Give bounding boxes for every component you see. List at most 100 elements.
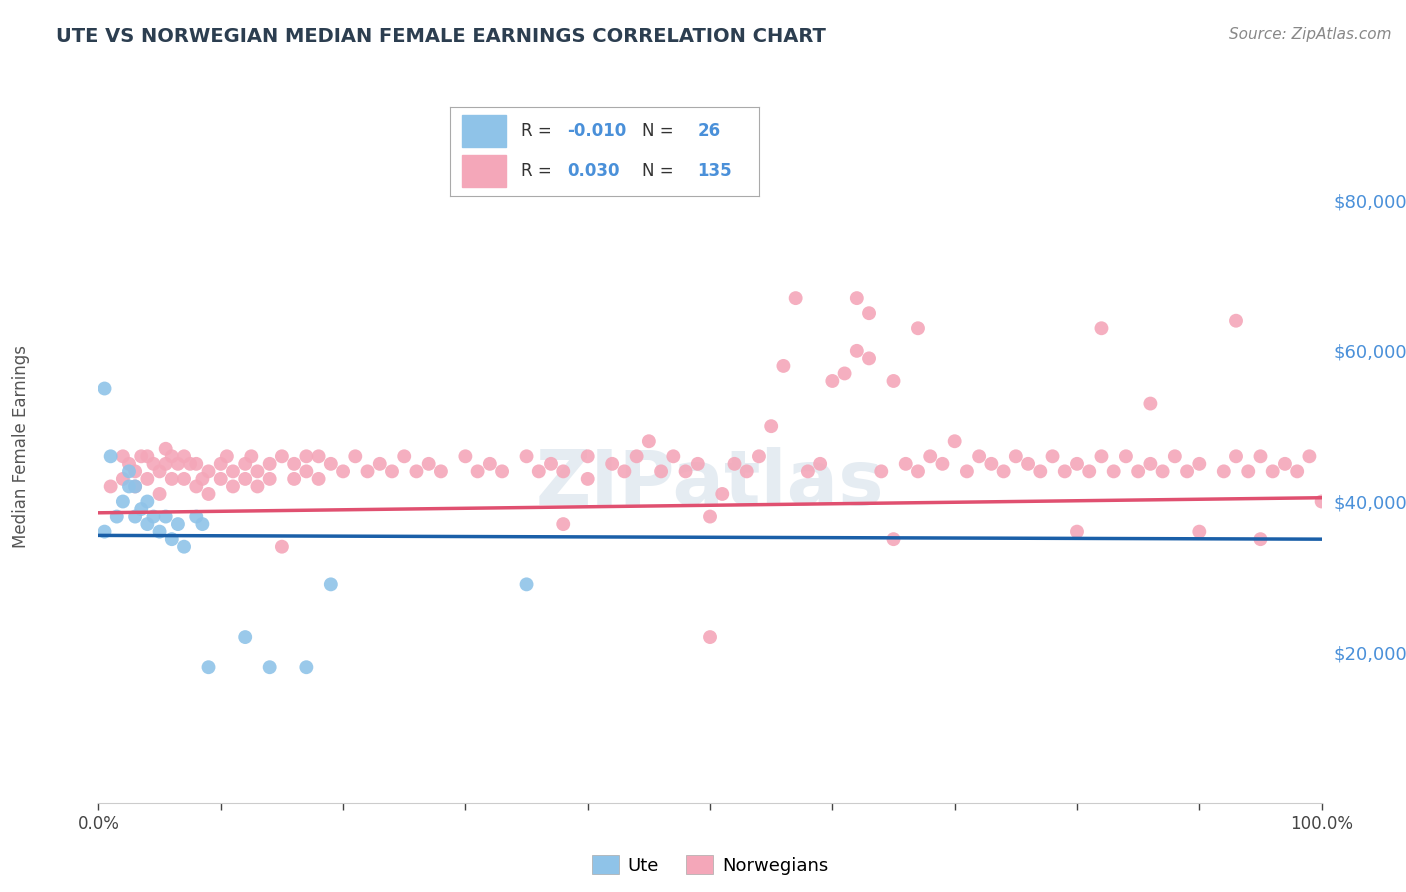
Point [907, 321, 929, 335]
Point [93, 524, 115, 539]
Point [136, 517, 159, 532]
Point [173, 450, 195, 464]
Point [821, 374, 844, 388]
Point [858, 306, 880, 320]
Point [1042, 450, 1064, 464]
Point [118, 457, 141, 471]
Point [1249, 450, 1271, 464]
Point [1274, 457, 1296, 471]
Text: Source: ZipAtlas.com: Source: ZipAtlas.com [1229, 27, 1392, 42]
Point [111, 494, 134, 508]
Point [1090, 321, 1112, 335]
Text: Median Female Earnings: Median Female Earnings [13, 344, 30, 548]
Point [430, 464, 453, 478]
Point [735, 464, 758, 478]
Point [870, 464, 893, 478]
Point [993, 464, 1015, 478]
Point [319, 457, 342, 471]
Point [167, 457, 190, 471]
Point [105, 509, 128, 524]
Point [675, 464, 697, 478]
Point [191, 472, 214, 486]
Point [980, 457, 1002, 471]
Point [454, 450, 477, 464]
Point [662, 450, 685, 464]
Point [283, 472, 305, 486]
Text: N =: N = [641, 122, 673, 140]
Point [1261, 464, 1284, 478]
Point [332, 464, 354, 478]
Point [295, 450, 318, 464]
Text: 26: 26 [697, 122, 720, 140]
Point [246, 479, 269, 493]
Point [600, 457, 623, 471]
Point [1128, 464, 1150, 478]
Point [124, 464, 146, 478]
Point [894, 457, 917, 471]
Point [845, 291, 868, 305]
Point [136, 472, 159, 486]
Point [142, 509, 165, 524]
Point [785, 291, 807, 305]
Bar [463, 155, 506, 187]
Point [699, 630, 721, 644]
Point [155, 457, 177, 471]
Point [931, 457, 953, 471]
Point [576, 450, 599, 464]
Point [142, 457, 165, 471]
Point [711, 487, 734, 501]
Point [626, 450, 648, 464]
Point [686, 457, 709, 471]
Point [576, 472, 599, 486]
Point [215, 450, 238, 464]
Point [405, 464, 427, 478]
Point [283, 457, 305, 471]
Point [93, 382, 115, 396]
Point [233, 457, 256, 471]
Point [222, 479, 245, 493]
Point [650, 464, 672, 478]
Point [295, 660, 318, 674]
Point [111, 472, 134, 486]
Point [100, 450, 122, 464]
Point [111, 450, 134, 464]
Point [118, 479, 141, 493]
Point [467, 464, 489, 478]
Text: R =: R = [522, 122, 551, 140]
Point [418, 457, 440, 471]
Point [699, 509, 721, 524]
Point [797, 464, 820, 478]
Point [186, 509, 208, 524]
Point [136, 450, 159, 464]
Point [160, 450, 183, 464]
Bar [463, 115, 506, 147]
Point [1225, 450, 1247, 464]
Point [233, 630, 256, 644]
Point [1188, 524, 1211, 539]
Point [149, 464, 172, 478]
Point [761, 419, 783, 434]
Point [1286, 464, 1309, 478]
Point [1090, 450, 1112, 464]
Point [381, 464, 404, 478]
Point [772, 359, 794, 373]
Point [478, 457, 501, 471]
Text: -0.010: -0.010 [568, 122, 627, 140]
Point [1310, 494, 1333, 508]
Point [883, 374, 905, 388]
Text: 0.030: 0.030 [568, 162, 620, 180]
Point [191, 517, 214, 532]
Legend: Ute, Norwegians: Ute, Norwegians [585, 848, 835, 882]
Point [308, 472, 330, 486]
Point [149, 524, 172, 539]
Point [1053, 464, 1076, 478]
Point [1237, 464, 1260, 478]
Point [356, 464, 378, 478]
Point [1298, 450, 1320, 464]
Point [1164, 450, 1187, 464]
Point [124, 509, 146, 524]
Point [124, 479, 146, 493]
Point [100, 479, 122, 493]
Point [392, 450, 416, 464]
Point [967, 450, 990, 464]
